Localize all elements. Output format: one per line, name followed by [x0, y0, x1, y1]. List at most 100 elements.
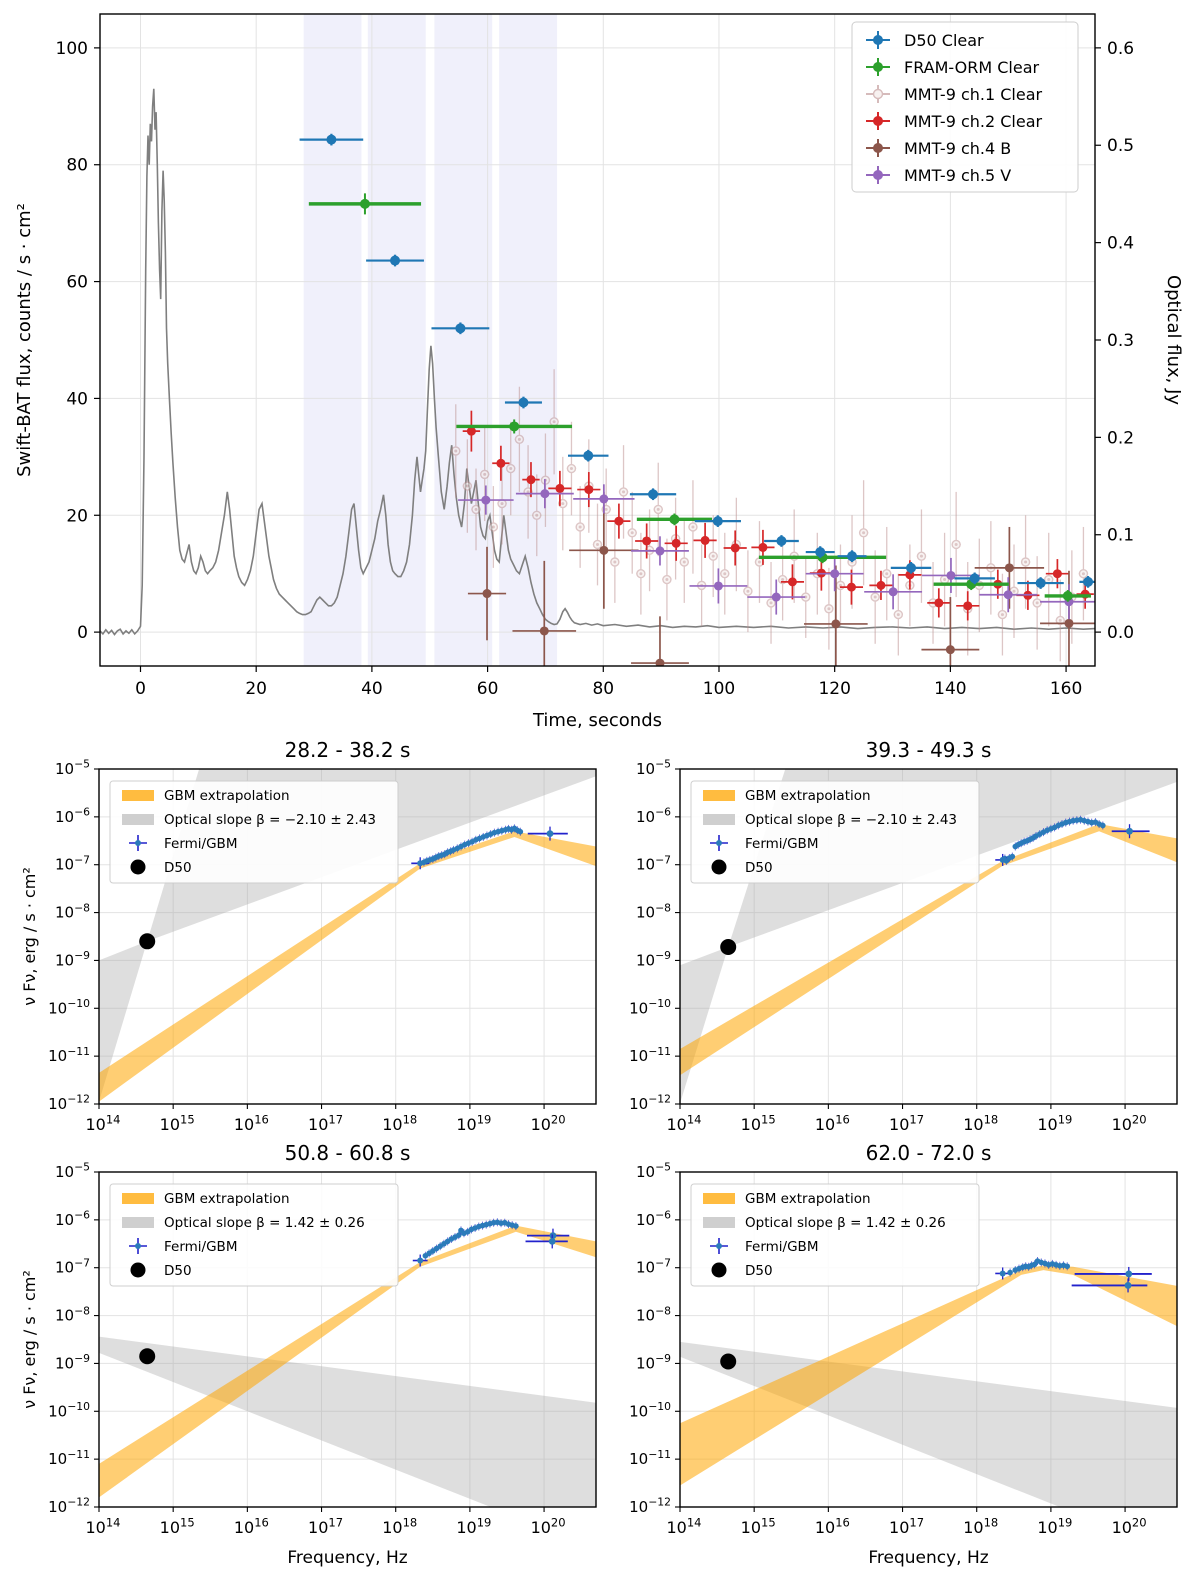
y-tick-label: 10−5: [55, 758, 90, 778]
data-point: [776, 535, 787, 546]
data-point-core: [517, 437, 521, 441]
x-tick-label: 0: [135, 679, 146, 699]
x-tick-label: 1016: [815, 1515, 850, 1537]
y-tick-label: 10−10: [629, 997, 671, 1017]
plot-area: [100, 14, 1095, 666]
panel-title: 39.3 - 49.3 s: [866, 738, 992, 762]
legend-box: [690, 1183, 980, 1287]
legend-label: FRAM-ORM Clear: [904, 58, 1040, 77]
right-axis-title: Optical flux, Jy: [1163, 275, 1184, 405]
legend-label: MMT-9 ch.5 V: [904, 166, 1011, 185]
legend-marker-fermi: [716, 1243, 722, 1249]
data-point: [466, 426, 476, 436]
x-tick-label: 1015: [160, 1515, 195, 1537]
data-point: [1004, 563, 1014, 573]
data-point-core: [862, 531, 866, 535]
data-point-core: [604, 507, 608, 511]
right-tick-label: 0.6: [1107, 39, 1134, 59]
legend-entry: [866, 166, 890, 184]
y-tick-label: 10−12: [629, 1496, 671, 1516]
y-tick-label: 10−7: [636, 1256, 671, 1276]
y-tick-label: 10−9: [55, 949, 90, 969]
legend-label: Fermi/GBM: [164, 836, 237, 852]
data-point: [1062, 590, 1073, 601]
x-tick-label: 20: [245, 679, 267, 699]
x-tick-label: 1014: [666, 1112, 701, 1134]
data-point: [509, 421, 520, 432]
d50-point: [720, 1353, 737, 1370]
gbm-first-point: [999, 1270, 1006, 1277]
data-point: [584, 485, 594, 495]
x-tick-label: 1018: [382, 1515, 417, 1537]
gbm-point: [455, 1232, 462, 1238]
y-tick-label: 10−9: [636, 1352, 671, 1372]
data-point: [758, 542, 768, 552]
legend: GBM extrapolation Optical slope β = −2.10…: [690, 780, 980, 884]
sed-panel-1: 1014 1015 1016 1017 1018 1019 1020 10−5 10−6 10−7…: [20, 738, 597, 1134]
data-point: [518, 397, 529, 408]
gbm-final-point: [549, 1232, 557, 1240]
legend-label: Fermi/GBM: [745, 836, 818, 852]
gbm-final-point: [1125, 1270, 1133, 1278]
x-tick-label: 1018: [963, 1515, 998, 1537]
x-tick-label: 1017: [889, 1112, 924, 1134]
data-point: [655, 546, 665, 556]
data-point-core: [691, 525, 695, 529]
legend-label: D50: [745, 1263, 773, 1279]
x-tick-label: 1017: [889, 1515, 924, 1537]
data-point-core: [578, 525, 582, 529]
legend: D50 Clear FRAM-ORM Clear MMT-9 ch.1 Clear M…: [851, 21, 1079, 193]
legend-swatch-optical-slope: [122, 1217, 154, 1228]
y-tick-label: 10−7: [55, 1256, 90, 1276]
data-point: [642, 536, 652, 546]
x-tick-label: 1018: [382, 1112, 417, 1134]
data-point: [1064, 618, 1074, 628]
x-tick-label: 160: [1050, 679, 1082, 699]
data-point: [1003, 590, 1013, 600]
sed-panel-4: 1014 1015 1016 1017 1018 1019 1020 10−5 10−6 10−7…: [629, 1141, 1178, 1568]
data-point-core: [723, 572, 727, 576]
gbm-first-point: [417, 1257, 424, 1264]
x-tick-label: 1017: [308, 1515, 343, 1537]
x-axis-title: Time, seconds: [532, 710, 662, 731]
legend-marker-d50: [711, 1262, 727, 1278]
gbm-point: [513, 1223, 519, 1229]
gbm-final-point: [1126, 827, 1133, 835]
d50-point: [139, 1348, 156, 1365]
data-point-core: [630, 531, 634, 535]
data-point-core: [552, 420, 556, 424]
y-tick-label: 10−7: [55, 853, 90, 873]
gbm-final-point: [546, 830, 554, 838]
legend-label: D50: [164, 860, 192, 876]
data-point: [1035, 578, 1046, 589]
right-tick-label: 0.5: [1107, 136, 1134, 156]
x-tick-label: 80: [592, 679, 614, 699]
data-point: [671, 538, 681, 548]
x-tick-label: 1020: [531, 1112, 566, 1134]
data-point-core: [1081, 572, 1085, 576]
x-tick-label: 1018: [963, 1112, 998, 1134]
x-tick-label: 60: [477, 679, 499, 699]
legend-swatch-gbm-extrapolation: [122, 790, 154, 801]
legend-label: Optical slope β = 1.42 ± 0.26: [164, 1215, 365, 1231]
legend-label: Optical slope β = −2.10 ± 2.43: [164, 812, 376, 828]
legend-swatch-gbm-extrapolation: [703, 1193, 735, 1204]
x-tick-label: 1020: [531, 1515, 566, 1537]
data-point-core: [474, 507, 478, 511]
legend-label: Fermi/GBM: [745, 1239, 818, 1255]
panel-title: 50.8 - 60.8 s: [285, 1141, 411, 1165]
gbm-point: [517, 828, 524, 835]
data-point: [876, 580, 886, 590]
x-tick-label: 40: [361, 679, 383, 699]
legend-marker: [873, 170, 883, 180]
y-tick-label: 100: [56, 39, 88, 59]
x-tick-label: 140: [934, 679, 966, 699]
legend-marker-d50: [711, 859, 727, 875]
legend-marker-d50: [130, 859, 146, 875]
right-tick-label: 0.4: [1107, 234, 1134, 254]
x-tick-label: 100: [703, 679, 735, 699]
data-point-core: [454, 449, 458, 453]
optical-slope-band: [99, 1336, 596, 1507]
data-point: [482, 589, 492, 599]
data-point-core: [535, 513, 539, 517]
